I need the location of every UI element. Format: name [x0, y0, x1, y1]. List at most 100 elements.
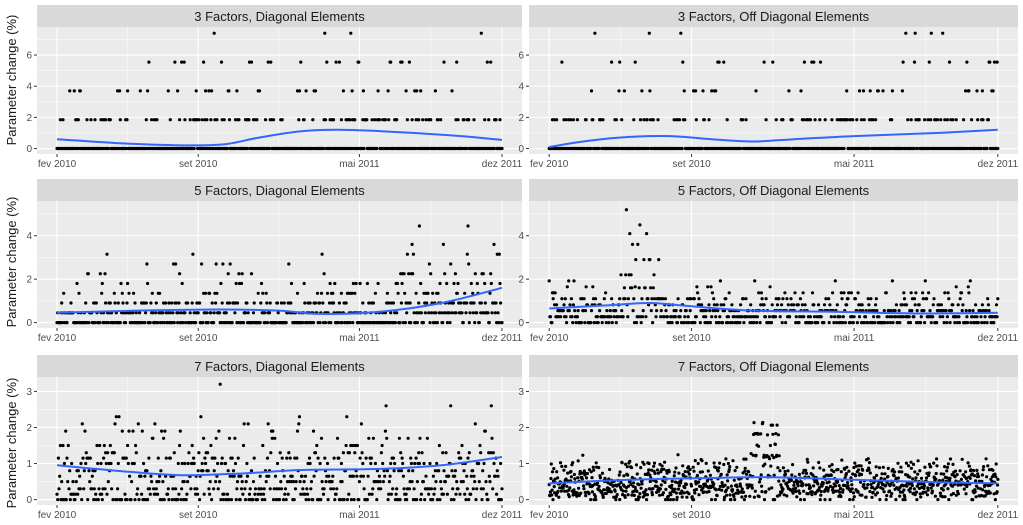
- data-point: [981, 118, 985, 122]
- data-point: [744, 472, 749, 476]
- data-point: [663, 297, 668, 301]
- data-point: [337, 456, 341, 460]
- data-point: [455, 60, 459, 64]
- data-point: [571, 461, 575, 465]
- data-point: [477, 480, 481, 484]
- y-tick-label: 2: [518, 275, 524, 286]
- data-point: [867, 461, 872, 465]
- data-point: [819, 493, 823, 497]
- data-point: [178, 429, 182, 433]
- data-point: [275, 301, 280, 305]
- data-point: [176, 498, 180, 502]
- data-point: [562, 468, 566, 472]
- data-point: [775, 453, 779, 457]
- data-point: [297, 415, 302, 419]
- data-point: [893, 309, 897, 313]
- data-point: [760, 297, 764, 301]
- data-point: [704, 461, 708, 465]
- data-point: [981, 488, 985, 492]
- data-point: [718, 315, 722, 319]
- data-point: [896, 461, 900, 465]
- data-point: [980, 473, 985, 477]
- data-point: [890, 279, 895, 283]
- data-point: [116, 461, 120, 466]
- data-point: [729, 498, 733, 502]
- data-point: [625, 465, 629, 469]
- data-point: [258, 474, 262, 478]
- data-point: [93, 118, 97, 122]
- data-point: [673, 487, 677, 491]
- data-point: [798, 491, 802, 495]
- data-point: [862, 118, 866, 122]
- data-point: [921, 490, 925, 494]
- data-point: [659, 309, 663, 313]
- data-point: [613, 489, 617, 493]
- data-point: [325, 291, 330, 295]
- data-point: [403, 291, 407, 295]
- data-point: [452, 498, 456, 502]
- data-point: [685, 495, 689, 499]
- data-point: [405, 498, 409, 502]
- data-point: [489, 451, 493, 455]
- x-tick-label: dez 2011: [482, 333, 523, 344]
- data-point: [976, 321, 980, 325]
- data-point: [624, 489, 628, 493]
- data-point: [355, 443, 359, 448]
- data-point: [233, 311, 237, 315]
- data-point: [648, 473, 652, 477]
- data-point: [57, 487, 61, 491]
- data-point: [921, 297, 925, 301]
- data-point: [399, 451, 403, 455]
- data-point: [915, 309, 919, 313]
- data-point: [903, 495, 907, 499]
- data-point: [687, 492, 691, 496]
- data-point: [60, 301, 64, 305]
- data-point: [904, 461, 909, 465]
- data-point: [714, 465, 718, 470]
- data-point: [975, 89, 979, 93]
- data-point: [350, 89, 354, 93]
- data-point: [969, 321, 973, 325]
- data-point: [417, 118, 421, 122]
- data-point: [445, 492, 449, 496]
- data-point: [927, 462, 932, 466]
- data-point: [459, 456, 463, 460]
- data-point: [681, 474, 686, 478]
- data-point: [173, 60, 177, 64]
- data-point: [399, 301, 403, 305]
- data-point: [927, 473, 931, 478]
- data-point: [258, 321, 262, 325]
- data-point: [917, 482, 921, 486]
- data-point: [593, 494, 598, 499]
- data-point: [260, 498, 264, 502]
- data-point: [149, 474, 153, 478]
- data-point: [967, 89, 971, 93]
- data-point: [826, 486, 830, 491]
- data-point: [439, 118, 443, 122]
- data-point: [419, 89, 423, 93]
- data-point: [942, 321, 946, 325]
- data-point: [647, 31, 651, 35]
- data-point: [422, 461, 426, 466]
- data-point: [620, 309, 624, 313]
- data-point: [922, 486, 926, 490]
- data-point: [475, 311, 479, 315]
- data-point: [491, 487, 495, 491]
- data-point: [782, 479, 786, 483]
- data-point: [741, 118, 745, 122]
- data-point: [478, 443, 482, 448]
- data-point: [956, 492, 961, 496]
- data-point: [134, 451, 138, 455]
- data-point: [624, 273, 628, 277]
- data-point: [142, 461, 146, 466]
- data-point: [299, 60, 303, 64]
- data-point: [575, 494, 579, 498]
- data-point: [426, 291, 430, 295]
- data-point: [652, 461, 657, 465]
- data-point: [732, 478, 736, 482]
- data-point: [184, 498, 188, 502]
- data-point: [411, 252, 415, 256]
- data-point: [917, 118, 921, 122]
- data-point: [626, 484, 631, 488]
- data-point: [335, 436, 340, 440]
